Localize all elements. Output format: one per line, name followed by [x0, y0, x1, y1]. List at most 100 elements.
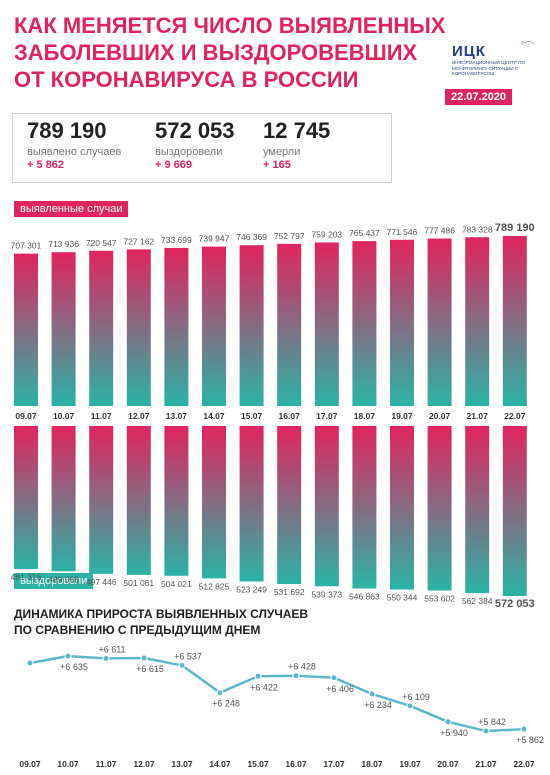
title-line-1: КАК МЕНЯЕТСЯ ЧИСЛО ВЫЯВЛЕННЫХ	[14, 13, 446, 38]
cases-bar	[51, 252, 76, 406]
cases-value-label: 707 301	[11, 241, 42, 251]
stat-recovered: 572 053 выздоровели + 9 669	[155, 118, 235, 171]
title-line-2: ЗАБОЛЕВШИХ И ВЫЗДОРОВЕВШИХ	[14, 40, 418, 65]
recovered-value-label: 550 344	[387, 593, 418, 603]
cases-bar	[164, 247, 189, 406]
growth-point	[102, 654, 110, 662]
growth-value-label: +6 635	[60, 662, 88, 672]
recovered-bar	[164, 426, 189, 576]
cases-bar	[314, 242, 339, 406]
logo-subtitle: ИНФОРМАЦИОННЫЙ ЦЕНТР ПО МОНИТОРИНГУ СИТУ…	[452, 60, 525, 77]
recovered-value-label: 572 053	[495, 598, 535, 610]
cases-value-label: 746 369	[236, 232, 267, 242]
cases-bar	[465, 237, 490, 406]
stat-cases-label: выявлено случаев	[27, 146, 122, 158]
recovered-bar	[352, 426, 377, 589]
growth-date-label: 13.07	[171, 759, 193, 769]
line-chart-title-1: ДИНАМИКА ПРИРОСТА ВЫЯВЛЕННЫХ СЛУЧАЕВ	[14, 607, 309, 621]
page-title: КАК МЕНЯЕТСЯ ЧИСЛО ВЫЯВЛЕННЫХ ЗАБОЛЕВШИХ…	[14, 12, 446, 93]
growth-line-chart: 09.07 +6 635 10.07 +6 611 11.07 +6 615 12.07 +6…	[19, 644, 544, 769]
bar-date-label: 15.07	[241, 411, 263, 421]
line-chart-title: ДИНАМИКА ПРИРОСТА ВЫЯВЛЕННЫХ СЛУЧАЕВ ПО …	[14, 606, 308, 638]
cases-bars: 707 301 713 936 720 547 727 162 733 699 739 9…	[11, 222, 535, 406]
growth-point	[140, 654, 148, 662]
logo-name: ИЦК	[452, 43, 486, 60]
cases-value-label: 759 203	[311, 229, 342, 239]
recovered-bar	[89, 426, 114, 574]
recovered-bars: 481 316 489 068 497 446 501 061 504 021 512 8…	[11, 426, 535, 610]
growth-point	[330, 674, 338, 682]
recovered-series-label: выздоровели	[14, 573, 94, 589]
growth-point	[368, 690, 376, 698]
cases-value-label: 727 162	[123, 236, 154, 246]
recovered-bar	[14, 426, 38, 570]
growth-point	[292, 672, 300, 680]
bar-date-label: 21.07	[467, 411, 489, 421]
growth-point	[254, 672, 262, 680]
growth-value-label: +6 537	[174, 651, 202, 661]
bar-date-label: 18.07	[354, 411, 376, 421]
cases-bar	[427, 238, 452, 406]
growth-value-label: +6 406	[326, 684, 354, 694]
line-chart-title-2: ПО СРАВНЕНИЮ С ПРЕДЫДУЩИМ ДНЕМ	[14, 623, 261, 637]
growth-point	[444, 718, 452, 726]
cases-value-label: 777 486	[424, 226, 455, 236]
growth-date-label: 21.07	[475, 759, 497, 769]
recovered-value-label: 489 068	[48, 574, 79, 584]
bar-date-labels: 09.07 10.07 11.07 12.07 13.07 14.07 15.07 16.07…	[15, 411, 525, 421]
bar-date-label: 20.07	[429, 411, 451, 421]
bar-date-label: 13.07	[166, 411, 188, 421]
stat-deaths-value: 12 745	[263, 118, 331, 143]
growth-value-label: +6 611	[98, 644, 125, 654]
growth-value-label: +6 109	[402, 692, 430, 702]
title-line-3: ОТ КОРОНАВИРУСА В РОССИИ	[14, 67, 359, 92]
recovered-value-label: 504 021	[161, 579, 192, 589]
recovered-value-label: 546 863	[349, 592, 380, 602]
stat-cases-value: 789 190	[27, 118, 107, 143]
cases-bar	[390, 239, 414, 406]
growth-date-label: 17.07	[323, 759, 345, 769]
recovered-value-label: 539 373	[311, 589, 342, 599]
growth-date-label: 10.07	[57, 759, 79, 769]
growth-point	[216, 689, 224, 697]
growth-date-label: 19.07	[399, 759, 421, 769]
recovered-bar	[239, 426, 264, 582]
growth-date-label: 09.07	[19, 759, 41, 769]
bar-date-label: 19.07	[391, 411, 413, 421]
stat-recovered-label: выздоровели	[155, 146, 223, 158]
cases-value-label: 765 437	[349, 228, 380, 238]
growth-value-label: +6 234	[364, 700, 392, 710]
cases-value-label: 771 546	[387, 227, 418, 237]
cases-value-label: 783 328	[462, 224, 493, 234]
stat-deaths: 12 745 умерли + 165	[263, 118, 330, 171]
cases-bar	[202, 246, 226, 406]
growth-point	[406, 702, 414, 710]
recovered-bar	[314, 426, 339, 587]
bar-date-label: 14.07	[203, 411, 225, 421]
cases-bar	[14, 253, 38, 406]
cases-bar	[89, 250, 114, 406]
stat-cases: 789 190 выявлено случаев + 5 862	[27, 118, 121, 171]
summary-box: 789 190 выявлено случаев + 5 862 572 053…	[12, 113, 392, 183]
growth-value-label: +5 842	[478, 717, 506, 727]
growth-point	[64, 652, 72, 660]
growth-value-label: +5 862	[516, 735, 544, 745]
cases-value-label: 720 547	[86, 238, 117, 248]
stat-deaths-label: умерли	[263, 146, 301, 158]
cases-value-label: 713 936	[48, 239, 79, 249]
recovered-bar	[427, 426, 452, 591]
bar-date-label: 12.07	[128, 411, 150, 421]
growth-value-label: +6 615	[136, 664, 164, 674]
recovered-value-label: 523 249	[236, 584, 267, 594]
recovered-value-label: 481 316	[11, 572, 42, 582]
stat-cases-delta: + 5 862	[27, 159, 65, 171]
cases-value-label: 752 797	[274, 231, 305, 241]
growth-line	[29, 654, 525, 733]
cases-bar	[502, 236, 527, 406]
recovered-bar	[465, 426, 490, 594]
bar-date-label: 22.07	[504, 411, 526, 421]
recovered-value-label: 501 061	[123, 578, 154, 588]
date-badge: 22.07.2020	[445, 89, 513, 105]
growth-date-label: 11.07	[96, 759, 117, 769]
bar-date-label: 17.07	[316, 411, 338, 421]
